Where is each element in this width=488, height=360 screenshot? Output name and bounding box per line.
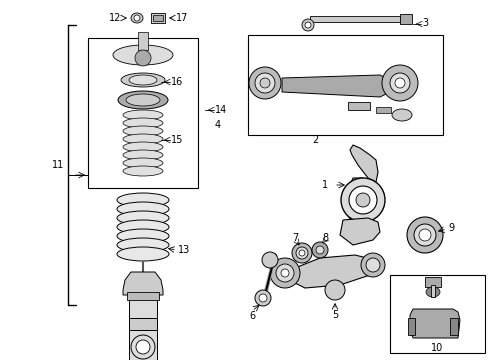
Ellipse shape: [121, 73, 164, 87]
Ellipse shape: [117, 211, 169, 225]
Text: 12: 12: [109, 13, 121, 23]
Circle shape: [340, 178, 384, 222]
Ellipse shape: [117, 193, 169, 207]
Bar: [430, 285, 434, 297]
Text: 8: 8: [321, 233, 327, 243]
Circle shape: [389, 73, 409, 93]
Circle shape: [394, 78, 404, 88]
Circle shape: [291, 243, 311, 263]
Bar: [151, 13, 164, 23]
Circle shape: [418, 229, 430, 241]
Circle shape: [260, 78, 269, 88]
Ellipse shape: [123, 134, 163, 144]
Circle shape: [262, 252, 278, 268]
Circle shape: [355, 193, 369, 207]
Circle shape: [259, 294, 266, 302]
Ellipse shape: [129, 75, 157, 85]
Ellipse shape: [123, 126, 163, 136]
Ellipse shape: [113, 45, 173, 65]
Polygon shape: [282, 75, 394, 97]
Circle shape: [311, 242, 327, 258]
Bar: [409, 205, 439, 225]
Text: 11: 11: [52, 160, 64, 170]
Bar: [347, 102, 369, 110]
Ellipse shape: [425, 287, 439, 297]
Circle shape: [254, 290, 270, 306]
Polygon shape: [449, 318, 457, 335]
Ellipse shape: [123, 150, 163, 160]
Ellipse shape: [117, 202, 169, 216]
Circle shape: [302, 19, 313, 31]
Bar: [138, 32, 148, 50]
Ellipse shape: [117, 238, 169, 252]
Text: 14: 14: [215, 105, 227, 115]
Bar: [389, 275, 484, 353]
Text: 1: 1: [321, 180, 327, 190]
Text: 6: 6: [248, 311, 255, 321]
Bar: [424, 277, 440, 287]
Ellipse shape: [391, 109, 411, 121]
Circle shape: [406, 217, 442, 253]
Bar: [127, 292, 159, 300]
Circle shape: [269, 258, 299, 288]
Ellipse shape: [135, 50, 151, 66]
Polygon shape: [349, 145, 377, 182]
Circle shape: [254, 73, 274, 93]
Text: 17: 17: [176, 13, 188, 23]
Circle shape: [248, 67, 281, 99]
Circle shape: [315, 246, 324, 254]
Bar: [129, 318, 157, 330]
Polygon shape: [407, 318, 414, 335]
Ellipse shape: [118, 91, 168, 109]
Text: 3: 3: [421, 18, 427, 28]
Ellipse shape: [123, 118, 163, 128]
Text: 4: 4: [215, 120, 221, 130]
Polygon shape: [347, 178, 367, 225]
Bar: [88, 38, 198, 188]
Text: 15: 15: [171, 135, 183, 145]
Text: 9: 9: [447, 223, 453, 233]
Text: 5: 5: [331, 310, 337, 320]
Ellipse shape: [117, 229, 169, 243]
Circle shape: [136, 340, 150, 354]
Bar: [247, 35, 442, 135]
Ellipse shape: [123, 110, 163, 120]
Text: 10: 10: [430, 343, 442, 353]
Ellipse shape: [117, 220, 169, 234]
Ellipse shape: [126, 94, 160, 106]
Polygon shape: [123, 272, 163, 295]
Bar: [399, 14, 411, 24]
Circle shape: [413, 224, 435, 246]
Bar: [129, 295, 157, 360]
Circle shape: [360, 253, 384, 277]
Polygon shape: [409, 309, 459, 338]
Bar: [309, 16, 399, 22]
Circle shape: [305, 22, 310, 28]
Circle shape: [298, 250, 305, 256]
Circle shape: [348, 186, 376, 214]
Ellipse shape: [134, 15, 140, 21]
Ellipse shape: [123, 158, 163, 168]
Ellipse shape: [131, 13, 142, 23]
Polygon shape: [285, 255, 374, 288]
Circle shape: [295, 247, 307, 259]
Text: 7: 7: [291, 233, 298, 243]
Bar: [153, 15, 163, 21]
Polygon shape: [339, 218, 379, 245]
Ellipse shape: [117, 247, 169, 261]
Ellipse shape: [123, 166, 163, 176]
Ellipse shape: [123, 142, 163, 152]
Circle shape: [365, 258, 379, 272]
Text: 13: 13: [178, 245, 190, 255]
Circle shape: [381, 65, 417, 101]
Text: 2: 2: [311, 135, 318, 145]
Text: 16: 16: [171, 77, 183, 87]
Circle shape: [281, 269, 288, 277]
Circle shape: [131, 335, 155, 359]
Bar: [375, 107, 390, 113]
Circle shape: [325, 280, 345, 300]
Circle shape: [275, 264, 293, 282]
